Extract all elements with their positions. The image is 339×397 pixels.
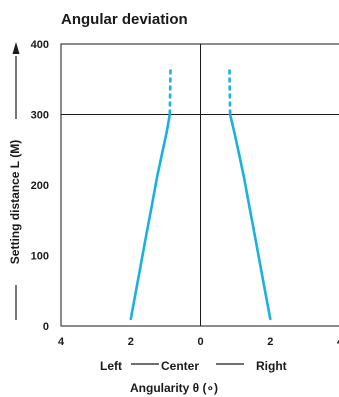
x-direction-center: Center: [161, 359, 199, 373]
x-direction-left: Left: [100, 359, 122, 373]
series-group: [129, 68, 272, 321]
y-axis-label-backdrop: [8, 119, 24, 285]
chart-title: Angular deviation: [61, 11, 188, 28]
deviation-curve-right: [228, 113, 272, 321]
deviation-curve-extension-right: [228, 68, 232, 115]
y-tick-label: 0: [43, 321, 49, 333]
x-tick-labels: 4 2 0 2 4: [58, 336, 339, 348]
x-direction-right: Right: [256, 359, 287, 373]
x-tick-label: 4: [337, 336, 339, 348]
y-axis-label: Setting distance L (M): [8, 140, 22, 264]
x-tick-label: 2: [267, 336, 273, 348]
y-axis-arrowhead: [12, 42, 20, 54]
y-tick-label: 400: [31, 39, 49, 51]
deviation-curve-left: [129, 113, 172, 321]
deviation-curve-extension-left: [168, 68, 172, 115]
y-tick-label: 300: [31, 110, 49, 122]
y-tick-label: 100: [31, 251, 49, 263]
x-tick-label: 2: [128, 336, 134, 348]
y-tick-label: 200: [31, 180, 49, 192]
x-tick-label: 0: [197, 336, 203, 348]
reference-lines: [61, 44, 339, 326]
y-tick-labels: 0 100 200 300 400: [31, 39, 49, 333]
x-axis-label: Angularity θ (∘): [130, 381, 218, 395]
x-tick-label: 4: [58, 336, 65, 348]
